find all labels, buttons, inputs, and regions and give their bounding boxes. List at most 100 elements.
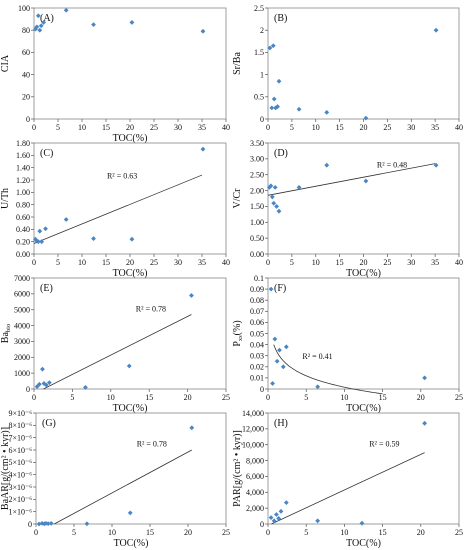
y-tick-label: 2,000 — [246, 504, 264, 513]
r-squared-label: R² = 0.59 — [369, 439, 399, 448]
data-point — [267, 185, 272, 190]
data-point — [274, 204, 279, 209]
y-tick-label: 100 — [18, 4, 30, 13]
x-tick-label: 0 — [32, 258, 36, 267]
plot-frame — [33, 142, 227, 255]
panel-label: (A) — [40, 13, 54, 24]
x-tick-label: 5 — [304, 393, 308, 402]
data-point — [41, 20, 46, 25]
y-axis-title-main: CIA — [0, 54, 11, 72]
y-axis-title-main: PAR[g/(cm² • kyr)] — [232, 430, 243, 507]
x-tick-label: 20 — [184, 393, 192, 402]
data-point — [315, 384, 321, 390]
y-tick-label: 20 — [22, 93, 30, 102]
r-squared-label: R² = 0.78 — [137, 439, 167, 448]
x-tick-label: 30 — [407, 123, 415, 132]
panel-label: (C) — [40, 148, 53, 159]
panel-c: 0 5 10 15 20 25 30 35 40 0.00 0.20 0.40 0.60 0.80 1.00… — [0, 139, 230, 279]
y-tick-label: 9×10⁻⁶ — [8, 409, 32, 418]
y-tick-label: 0 — [260, 385, 264, 394]
y-tick-label: 0 — [260, 520, 264, 529]
y-axis-title-main: U/Th — [0, 188, 11, 209]
x-tick-label: 35 — [431, 123, 439, 132]
y-tick-label: 2.5 — [254, 4, 264, 13]
plot-frame — [33, 277, 227, 390]
panel-d: 0 5 10 15 20 25 30 35 40 0.00 0.50 1.00 1.50 2.00 2.50… — [232, 139, 463, 279]
x-tick-label: 15 — [379, 528, 387, 537]
x-tick-label: 5 — [304, 528, 308, 537]
x-tick-label: 15 — [102, 123, 110, 132]
data-point — [268, 515, 274, 521]
y-tick-label: 2000 — [14, 353, 30, 362]
data-point — [359, 520, 365, 526]
x-tick-label: 25 — [383, 123, 391, 132]
data-point — [37, 27, 43, 33]
x-tick-label: 30 — [174, 258, 182, 267]
x-axis-title: TOC(%) — [113, 133, 148, 144]
y-axis-title-main: P — [232, 341, 243, 347]
data-point — [48, 520, 54, 526]
y-tick-label: 40 — [22, 70, 30, 79]
data-point — [83, 385, 88, 390]
y-tick-label: 0.00 — [16, 250, 30, 259]
data-point — [363, 115, 369, 121]
data-point — [315, 518, 321, 524]
x-tick-label: 0 — [34, 528, 38, 537]
data-point — [268, 183, 274, 189]
y-tick-label: 3.50 — [250, 139, 264, 148]
x-tick-label: 0 — [266, 258, 270, 267]
data-point — [39, 239, 45, 245]
x-tick-label: 25 — [222, 528, 230, 537]
y-tick-label: 0.50 — [250, 234, 264, 243]
y-tick-label: 7×10⁻⁶ — [8, 433, 32, 442]
x-tick-label: 5 — [70, 393, 74, 402]
data-point — [278, 508, 284, 514]
plot-frame — [267, 7, 460, 120]
x-axis-title: TOC(%) — [346, 403, 381, 414]
y-tick-label: 1000 — [14, 369, 30, 378]
x-axis-title: TOC(%) — [346, 268, 381, 279]
y-tick-label: 0.03 — [250, 352, 264, 361]
trend-line — [273, 344, 383, 395]
x-tick-label: 0 — [266, 123, 270, 132]
data-point — [363, 178, 369, 184]
data-point — [91, 236, 96, 241]
y-tick-label: 0.07 — [250, 307, 264, 316]
x-axis-title: TOC(%) — [346, 538, 381, 549]
data-point — [200, 146, 206, 152]
y-tick-label: 60 — [22, 48, 30, 57]
y-tick-label: 2×10⁻⁶ — [8, 495, 32, 504]
data-point — [38, 23, 44, 29]
data-point — [189, 293, 194, 298]
data-point — [189, 425, 195, 431]
x-tick-label: 40 — [222, 258, 230, 267]
data-point — [277, 347, 282, 353]
data-point — [37, 228, 43, 234]
y-axis-title: Pxs(%) — [232, 320, 244, 346]
data-point — [283, 500, 289, 505]
y-tick-label: 0.5 — [254, 93, 264, 102]
x-tick-label: 25 — [222, 393, 230, 402]
data-point — [33, 236, 38, 242]
y-tick-label: 6×10⁻⁶ — [8, 446, 32, 455]
y-tick-label: 12,000 — [242, 425, 264, 434]
y-tick-label: 0.02 — [250, 363, 264, 372]
x-tick-label: 10 — [78, 258, 86, 267]
trend-line — [43, 314, 192, 390]
trend-line — [271, 452, 425, 525]
x-tick-label: 0 — [32, 123, 36, 132]
y-tick-label: 6000 — [14, 290, 30, 299]
y-axis-title: V/Cr — [232, 188, 243, 209]
y-axis-title: BaAR[g/(cm² • kyr)] — [0, 427, 11, 510]
x-tick-label: 10 — [340, 393, 348, 402]
y-axis-title-sub: bio — [5, 324, 12, 332]
x-axis-title: TOC(%) — [113, 268, 148, 279]
x-tick-label: 20 — [417, 528, 425, 537]
y-axis-title: Sr/Ba — [232, 52, 243, 75]
data-point — [422, 375, 428, 381]
y-tick-label: 1.20 — [16, 176, 30, 185]
x-tick-label: 25 — [455, 528, 463, 537]
y-tick-label: 0 — [28, 520, 32, 529]
y-tick-label: 0.08 — [250, 296, 264, 305]
x-tick-label: 20 — [360, 123, 368, 132]
